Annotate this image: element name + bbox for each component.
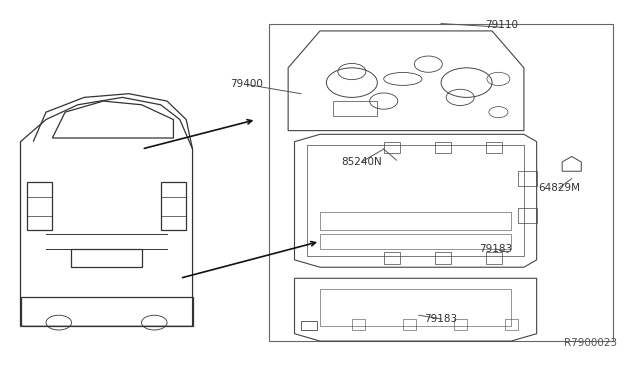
Bar <box>301 321 317 330</box>
Bar <box>454 319 467 330</box>
Bar <box>518 171 537 186</box>
Bar <box>384 142 399 153</box>
Bar <box>486 253 502 263</box>
Bar <box>320 289 511 326</box>
Text: 64829M: 64829M <box>538 183 580 193</box>
Bar <box>384 253 399 263</box>
Text: 85240N: 85240N <box>341 157 382 167</box>
Text: 79183: 79183 <box>479 244 512 254</box>
Bar <box>333 101 378 116</box>
Bar <box>161 197 186 215</box>
Text: 79183: 79183 <box>424 314 458 324</box>
Bar <box>352 319 365 330</box>
Bar <box>27 182 52 230</box>
Bar <box>486 142 502 153</box>
Bar <box>435 142 451 153</box>
Bar <box>72 249 141 267</box>
Bar <box>27 197 52 215</box>
Bar <box>505 319 518 330</box>
Bar <box>320 234 511 249</box>
Bar <box>161 182 186 230</box>
Text: R7900023: R7900023 <box>564 338 618 348</box>
Bar <box>518 208 537 223</box>
Bar <box>403 319 415 330</box>
Bar <box>307 145 524 256</box>
Text: 79400: 79400 <box>230 80 263 89</box>
Bar <box>435 253 451 263</box>
Text: 79110: 79110 <box>485 20 518 31</box>
Bar <box>320 212 511 230</box>
